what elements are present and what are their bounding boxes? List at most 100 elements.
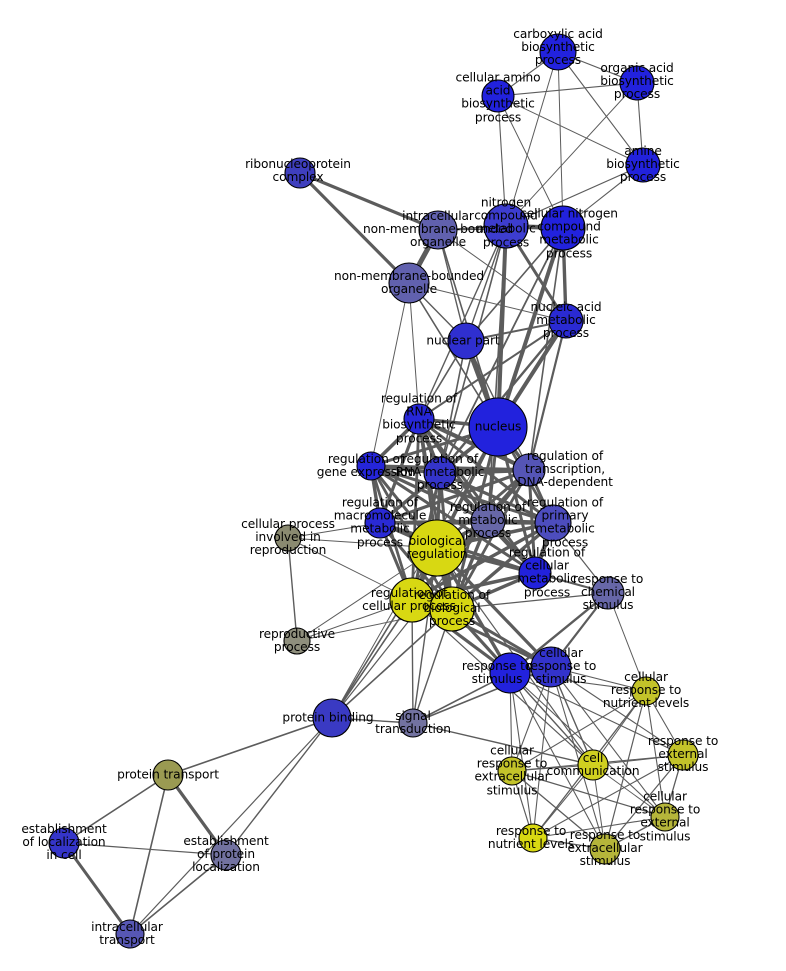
graph-node-circle[interactable] <box>447 322 485 360</box>
graph-node[interactable] <box>423 456 457 490</box>
graph-node-circle[interactable] <box>152 759 184 791</box>
graph-node-circle[interactable] <box>364 507 396 539</box>
graph-node[interactable] <box>489 652 531 694</box>
graph-node[interactable] <box>589 833 621 865</box>
graph-node-circle[interactable] <box>540 205 586 251</box>
graph-node[interactable] <box>429 586 475 632</box>
graph-node-circle[interactable] <box>468 397 528 457</box>
graph-node-circle[interactable] <box>210 839 242 871</box>
graph-node-circle[interactable] <box>650 802 680 832</box>
graph-node[interactable] <box>518 823 548 853</box>
graph-node-circle[interactable] <box>398 708 428 738</box>
graph-node-circle[interactable] <box>284 157 316 189</box>
graph-node-circle[interactable] <box>408 519 466 577</box>
graph-node[interactable] <box>403 403 435 435</box>
graph-node[interactable] <box>447 322 485 360</box>
graph-edge <box>408 282 420 420</box>
graph-node-circle[interactable] <box>548 303 584 339</box>
graph-node-circle[interactable] <box>423 456 457 490</box>
graph-node[interactable] <box>468 397 528 457</box>
graph-node[interactable] <box>356 451 386 481</box>
graph-node-circle[interactable] <box>418 210 458 250</box>
graph-node[interactable] <box>312 698 352 738</box>
graph-node-circle[interactable] <box>591 576 625 610</box>
graph-edge <box>167 717 333 776</box>
graph-node[interactable] <box>398 708 428 738</box>
graph-edge <box>509 672 684 756</box>
graph-node-circle[interactable] <box>518 556 552 590</box>
graph-node[interactable] <box>534 504 572 542</box>
graph-node[interactable] <box>389 577 435 623</box>
graph-node[interactable] <box>115 919 145 949</box>
graph-node[interactable] <box>497 756 527 786</box>
graph-node-circle[interactable] <box>497 756 527 786</box>
graph-edge <box>287 537 298 642</box>
graph-node[interactable] <box>650 802 680 832</box>
graph-node-circle[interactable] <box>534 504 572 542</box>
graph-node-circle[interactable] <box>619 65 655 101</box>
graph-node-circle[interactable] <box>518 823 548 853</box>
graph-node[interactable] <box>408 519 466 577</box>
graph-node-circle[interactable] <box>403 403 435 435</box>
graph-node[interactable] <box>283 627 311 655</box>
graph-edge <box>298 171 411 285</box>
graph-node[interactable] <box>540 205 586 251</box>
graph-node-circle[interactable] <box>667 739 699 771</box>
graph-node-circle[interactable] <box>274 524 302 552</box>
graph-node-circle[interactable] <box>388 262 430 304</box>
graph-node[interactable] <box>210 839 242 871</box>
graph-node-circle[interactable] <box>283 627 311 655</box>
graph-edge <box>497 95 644 166</box>
graph-node-circle[interactable] <box>389 577 435 623</box>
graph-node-circle[interactable] <box>312 698 352 738</box>
graph-node-circle[interactable] <box>48 827 80 859</box>
graph-node[interactable] <box>48 827 80 859</box>
graph-node[interactable] <box>274 524 302 552</box>
graph-node-circle[interactable] <box>115 919 145 949</box>
graph-node[interactable] <box>483 203 529 249</box>
graph-node[interactable] <box>481 79 515 113</box>
graph-edge <box>438 319 568 475</box>
graph-node[interactable] <box>470 503 506 539</box>
graph-node-circle[interactable] <box>356 451 386 481</box>
graph-node-circle[interactable] <box>577 749 609 781</box>
graph-node-circle[interactable] <box>481 79 515 113</box>
graph-node-circle[interactable] <box>539 33 577 71</box>
graph-node-circle[interactable] <box>483 203 529 249</box>
graph-node[interactable] <box>577 749 609 781</box>
graph-node-circle[interactable] <box>489 652 531 694</box>
graph-edge <box>509 672 534 839</box>
graph-edge <box>408 282 567 322</box>
graph-node[interactable] <box>625 147 661 183</box>
graph-node[interactable] <box>667 739 699 771</box>
graph-node[interactable] <box>591 576 625 610</box>
graph-node-circle[interactable] <box>512 453 546 487</box>
graph-node-circle[interactable] <box>589 833 621 865</box>
graph-edge <box>298 171 440 232</box>
graph-edge <box>412 547 438 724</box>
graph-edge <box>63 842 227 856</box>
graph-node[interactable] <box>364 507 396 539</box>
graph-edge <box>645 690 666 818</box>
graph-node-circle[interactable] <box>530 646 572 688</box>
graph-node[interactable] <box>512 453 546 487</box>
graph-node[interactable] <box>631 676 661 706</box>
graph-node[interactable] <box>539 33 577 71</box>
graph-edge <box>287 537 413 601</box>
graph-node[interactable] <box>619 65 655 101</box>
graph-edge <box>418 320 567 420</box>
graph-node[interactable] <box>518 556 552 590</box>
graph-node-circle[interactable] <box>631 676 661 706</box>
graph-node[interactable] <box>548 303 584 339</box>
graph-node[interactable] <box>388 262 430 304</box>
graph-node[interactable] <box>418 210 458 250</box>
graph-node[interactable] <box>284 157 316 189</box>
graph-node[interactable] <box>530 646 572 688</box>
graph-node-circle[interactable] <box>470 503 506 539</box>
graph-node-circle[interactable] <box>625 147 661 183</box>
graph-node-circle[interactable] <box>429 586 475 632</box>
graph-edge <box>451 592 609 610</box>
graph-edge <box>225 717 333 856</box>
graph-node[interactable] <box>152 759 184 791</box>
graph-edge <box>505 164 644 227</box>
